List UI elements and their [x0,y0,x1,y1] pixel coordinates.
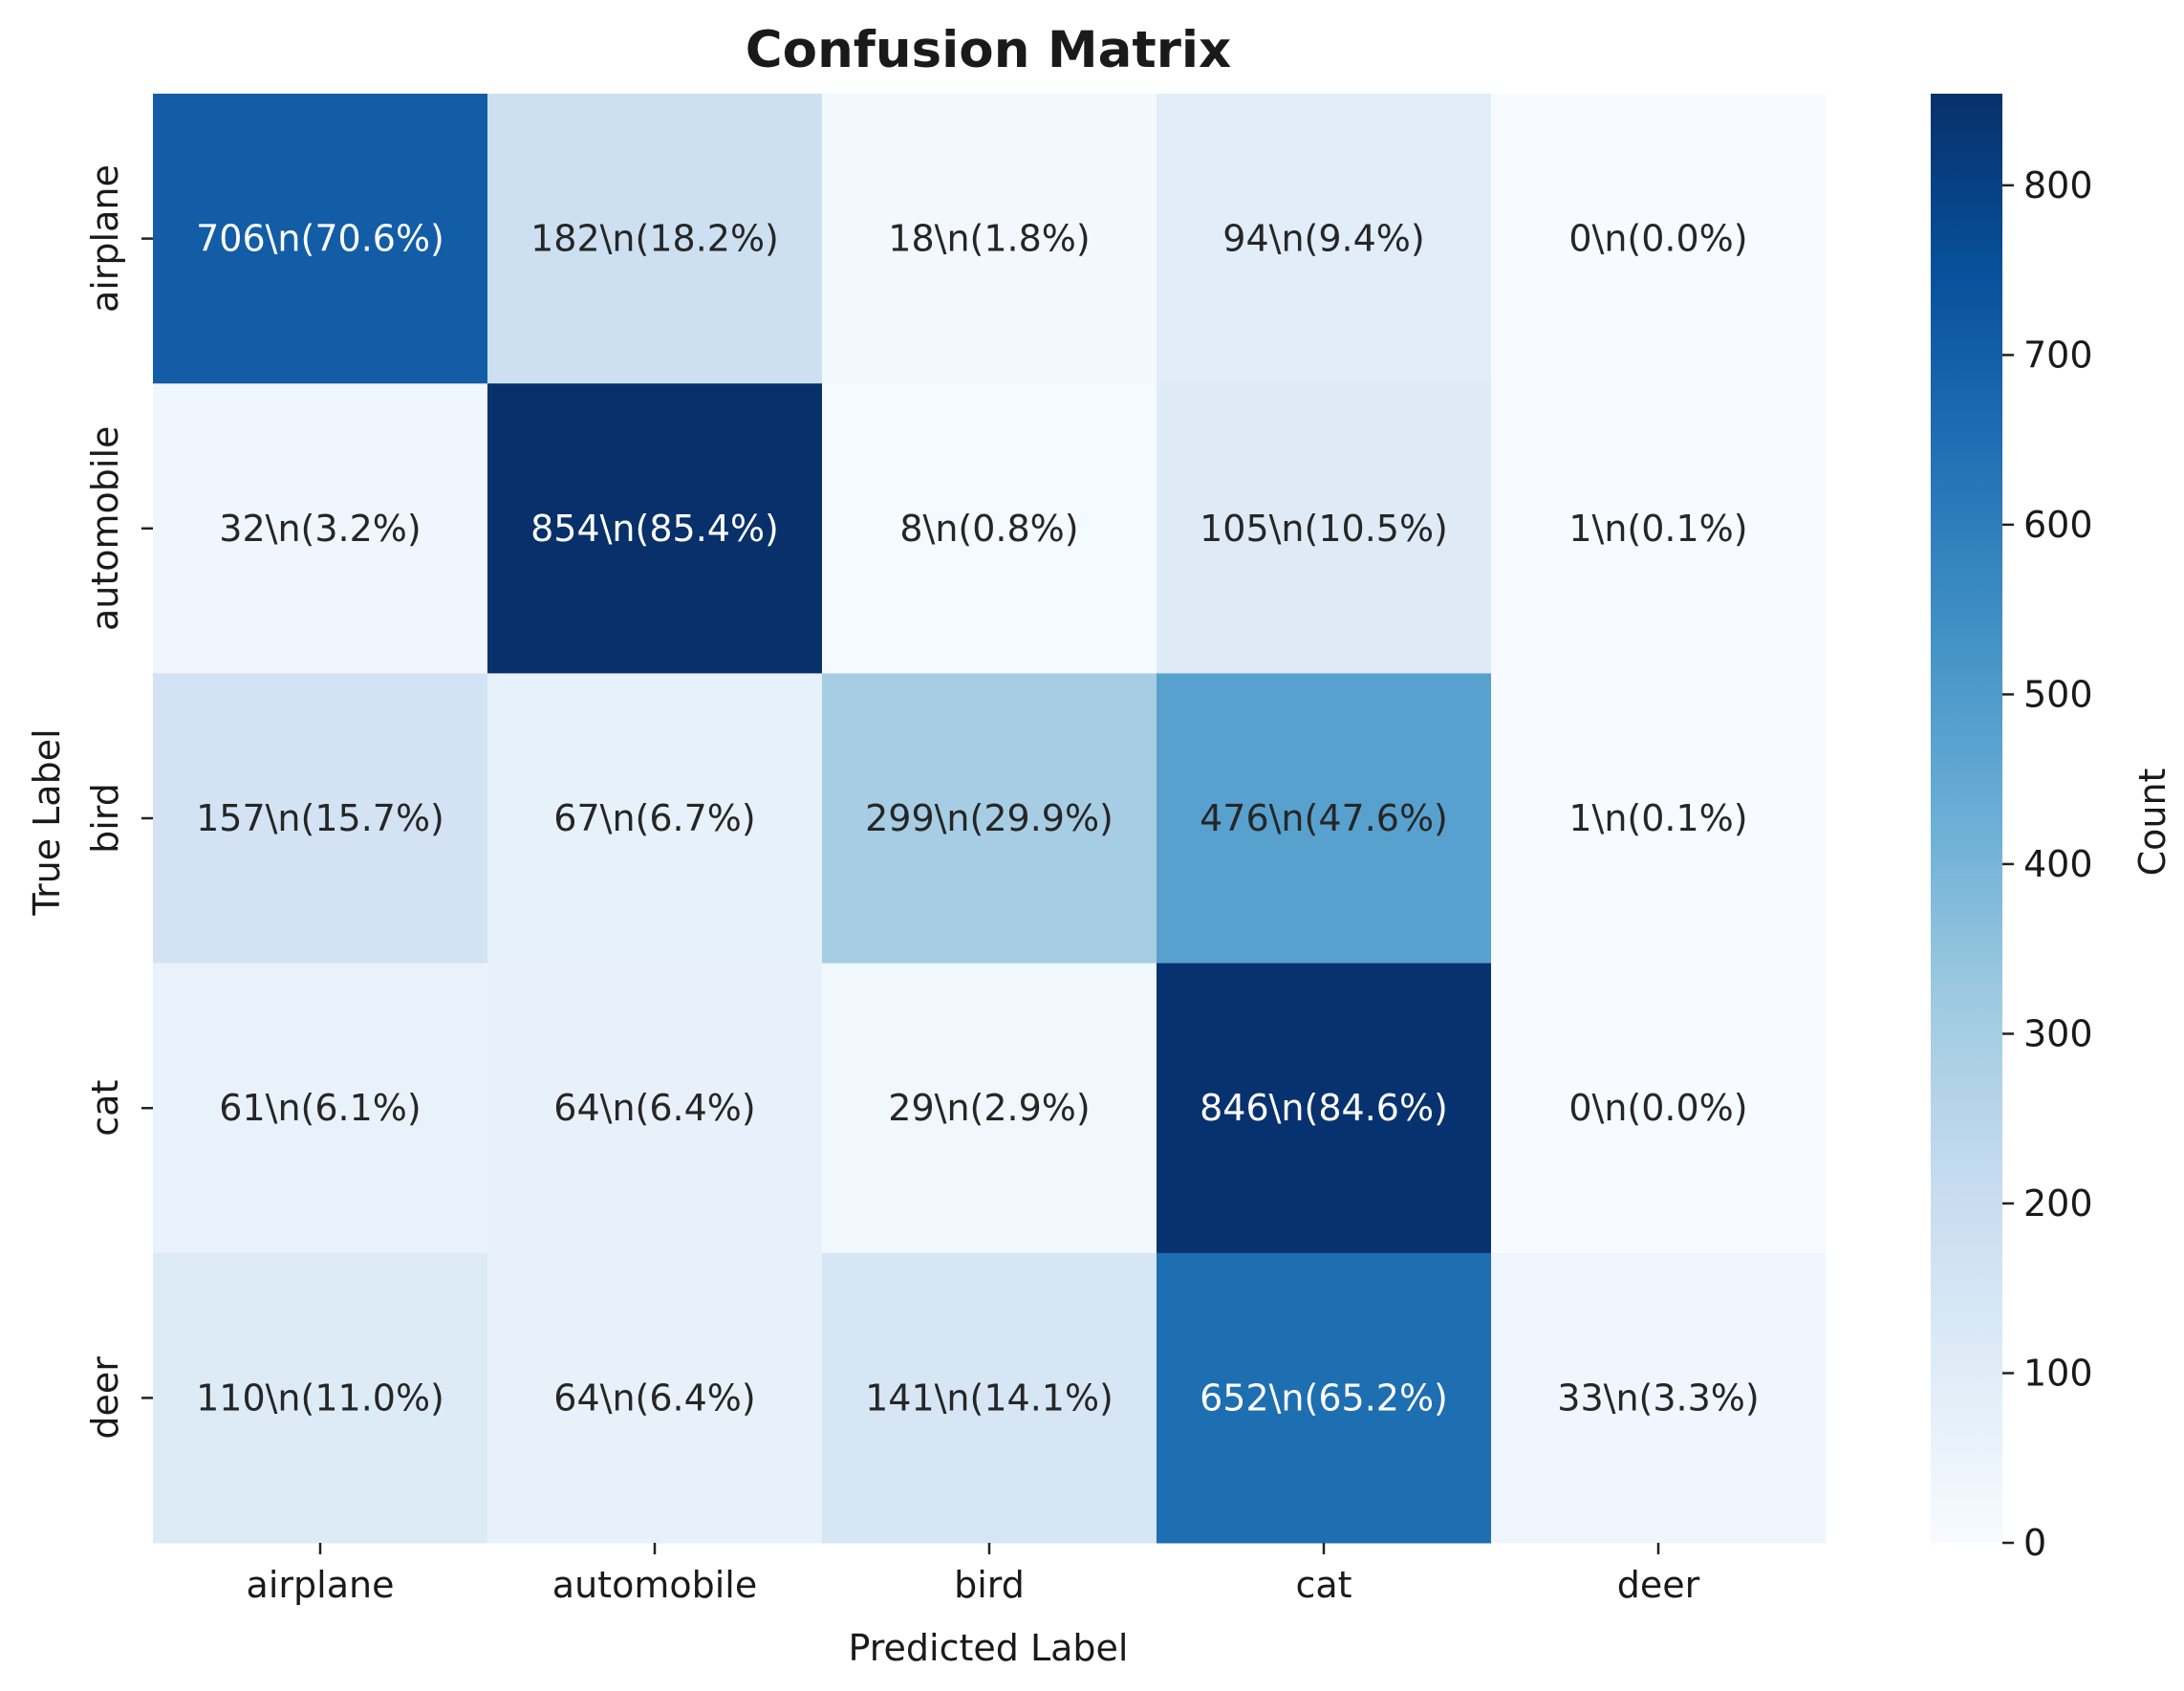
cell-label-bird-bird: 299\n(29.9%) [865,797,1114,839]
heatmap-cell-airplane-bird [822,94,1157,384]
cell-label-deer-deer: 33\n(3.3%) [1557,1377,1759,1419]
heatmap-cell-cat-bird [822,963,1157,1254]
cell-label-cat-bird: 29\n(2.9%) [888,1087,1090,1129]
colorbar-tick-label-800: 800 [2023,164,2093,206]
cell-label-cat-airplane: 61\n(6.1%) [219,1087,421,1129]
x-tick-label-airplane: airplane [247,1564,395,1606]
colorbar-ticks: 0 100 200 300 400 500 600 700 800 [2002,164,2093,1564]
colorbar: 0 100 200 300 400 500 600 700 800 Count [1931,94,2173,1564]
cell-label-cat-deer: 0\n(0.0%) [1568,1087,1747,1129]
colorbar-tick-label-200: 200 [2023,1182,2093,1225]
heatmap-cell-bird-cat [1157,673,1492,965]
y-axis-ticks: airplane automobile bird cat deer [84,164,153,1440]
cell-label-cat-automobile: 64\n(6.4%) [553,1087,755,1129]
heatmap-cell-cat-cat [1157,963,1492,1254]
colorbar-tick-label-400: 400 [2023,843,2093,885]
colorbar-tick-label-500: 500 [2023,673,2093,715]
colorbar-tick-label-600: 600 [2023,504,2093,546]
colorbar-label: Count [2131,769,2173,877]
x-tick-label-deer: deer [1617,1564,1700,1606]
heatmap-cell-airplane-automobile [487,94,823,384]
y-tick-label-cat: cat [84,1080,126,1137]
heatmap-cell-bird-airplane [153,673,488,965]
cell-label-bird-deer: 1\n(0.1%) [1568,797,1747,839]
heatmap-cell-deer-bird [822,1252,1157,1544]
colorbar-tick-label-0: 0 [2023,1522,2046,1564]
colorbar-tick-label-100: 100 [2023,1352,2093,1394]
cell-label-airplane-cat: 94\n(9.4%) [1222,218,1424,260]
heatmap-cell-automobile-airplane [153,383,488,674]
heatmap-cell-airplane-airplane [153,94,488,384]
x-tick-label-bird: bird [954,1564,1025,1606]
colorbar-gradient [1931,94,2002,1543]
cell-label-deer-bird: 141\n(14.1%) [865,1377,1114,1419]
x-tick-label-cat: cat [1295,1564,1351,1606]
y-axis-label: True Label [26,728,68,916]
heatmap-cell-bird-bird [822,673,1157,965]
heatmap-cell-automobile-bird [822,383,1157,674]
cell-label-deer-airplane: 110\n(11.0%) [196,1377,444,1419]
heatmap-cell-cat-automobile [487,963,823,1254]
colorbar-tick-label-700: 700 [2023,334,2093,376]
heatmap-cell-automobile-cat [1157,383,1492,674]
cell-label-automobile-automobile: 854\n(85.4%) [530,508,779,550]
heatmap-cells [153,94,1827,1544]
cell-label-automobile-bird: 8\n(0.8%) [899,508,1078,550]
heatmap-cell-deer-deer [1491,1252,1827,1544]
chart-title: Confusion Matrix [746,21,1231,79]
heatmap-cell-automobile-automobile [487,383,823,674]
cell-label-airplane-deer: 0\n(0.0%) [1568,218,1747,260]
cell-label-automobile-cat: 105\n(10.5%) [1200,508,1448,550]
heatmap-cell-labels: 706\n(70.6%) 182\n(18.2%) 18\n(1.8%) 94\n(9… [196,218,1760,1420]
cell-label-automobile-airplane: 32\n(3.2%) [219,508,421,550]
cell-label-bird-cat: 476\n(47.6%) [1200,797,1448,839]
cell-label-cat-cat: 846\n(84.6%) [1200,1087,1448,1129]
heatmap-cell-deer-automobile [487,1252,823,1544]
heatmap-cell-deer-airplane [153,1252,488,1544]
y-tick-label-bird: bird [84,783,126,854]
cell-label-deer-automobile: 64\n(6.4%) [553,1377,755,1419]
heatmap-cell-cat-airplane [153,963,488,1254]
y-tick-label-automobile: automobile [84,426,126,631]
x-tick-label-automobile: automobile [552,1564,757,1606]
cell-label-automobile-deer: 1\n(0.1%) [1568,508,1747,550]
heatmap-cell-airplane-deer [1491,94,1827,384]
heatmap-cell-bird-automobile [487,673,823,965]
cell-label-airplane-airplane: 706\n(70.6%) [196,218,444,260]
cell-label-deer-cat: 652\n(65.2%) [1200,1377,1448,1419]
heatmap-cell-bird-deer [1491,673,1827,965]
colorbar-tick-label-300: 300 [2023,1012,2093,1054]
cell-label-airplane-automobile: 182\n(18.2%) [530,218,779,260]
cell-label-bird-automobile: 67\n(6.7%) [553,797,755,839]
x-axis-ticks: airplane automobile bird cat deer [247,1543,1700,1606]
y-tick-label-deer: deer [84,1356,126,1440]
heatmap-cell-automobile-deer [1491,383,1827,674]
x-axis-label: Predicted Label [849,1627,1129,1669]
heatmap-cell-deer-cat [1157,1252,1492,1544]
cell-label-bird-airplane: 157\n(15.7%) [196,797,444,839]
heatmap-cell-airplane-cat [1157,94,1492,384]
cell-label-airplane-bird: 18\n(1.8%) [888,218,1090,260]
heatmap-cell-cat-deer [1491,963,1827,1254]
y-tick-label-airplane: airplane [84,164,126,313]
